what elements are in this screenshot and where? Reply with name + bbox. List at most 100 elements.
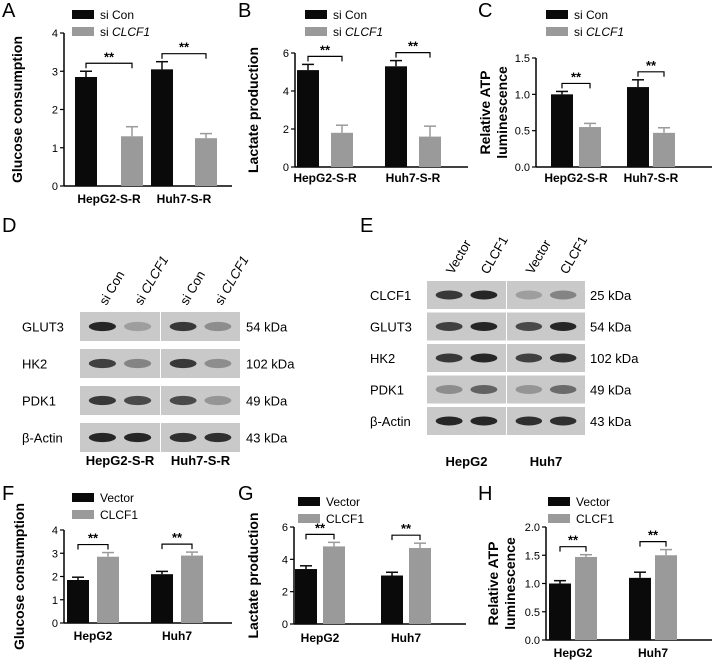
bar-si-con — [551, 94, 573, 167]
blot-band — [169, 358, 197, 369]
bar-si-clcf1 — [121, 136, 143, 186]
blot-band — [549, 416, 577, 426]
y-tick-label: 0.0 — [525, 635, 540, 647]
blot-group-label: Huh7-S-R — [171, 453, 231, 468]
blot-band — [88, 358, 116, 369]
blot-band — [549, 290, 577, 300]
bar-si-con — [75, 76, 97, 186]
y-tick-label: 0.0 — [515, 162, 530, 174]
panel-letter-d: D — [2, 215, 16, 237]
bar-vector — [295, 569, 317, 624]
category-label: Huh7-S-R — [386, 171, 441, 185]
chart-g: 0 2 4 6 Lactate production ** HepG2 ** Huh7 Vecto… — [245, 495, 466, 645]
y-tick-label: 2 — [282, 587, 288, 599]
panel-letter-f: F — [2, 483, 14, 505]
legend-swatch — [548, 497, 570, 506]
y-tick-label: 4 — [52, 28, 58, 40]
blot-band — [515, 385, 543, 394]
legend-label: Vector — [100, 491, 134, 505]
legend-swatch — [72, 10, 94, 19]
bar-clcf1 — [97, 556, 119, 623]
western-blot-d: GLUT3 54 kDa HK2 102 kDa PDK1 49 kDa β-Actin 43… — [22, 253, 295, 468]
blot-row-label: β-Actin — [370, 414, 411, 429]
sig-label: ** — [408, 39, 419, 54]
panel-letter-c: C — [478, 0, 492, 22]
y-tick-label: 1.5 — [515, 53, 530, 65]
bar-clcf1 — [323, 546, 345, 624]
legend-label: Vector — [576, 495, 610, 509]
bar-si-clcf1 — [653, 132, 675, 167]
blot-band — [88, 432, 116, 443]
blot-size-label: 49 kDa — [246, 394, 288, 409]
blot-band — [204, 432, 232, 443]
legend-label: si Con — [333, 8, 367, 22]
y-tick-label: 6 — [283, 48, 289, 60]
bar-clcf1 — [181, 555, 203, 623]
bar-si-con — [627, 87, 649, 167]
legend-swatch — [305, 27, 327, 36]
blot-band — [515, 290, 543, 300]
y-tick-label: 3 — [52, 548, 58, 560]
blot-row-label: HK2 — [370, 351, 395, 366]
western-blot-e: CLCF1 25 kDa GLUT3 54 kDa HK2 102 kDa PDK1 49 k… — [370, 233, 639, 469]
blot-band — [204, 395, 232, 406]
y-tick-label: 1 — [52, 595, 58, 607]
blot-band — [204, 321, 232, 332]
legend-label: si Con — [100, 8, 134, 22]
bar-vector — [67, 579, 89, 623]
y-tick-label: 1.0 — [525, 579, 540, 591]
sig-bracket — [637, 71, 665, 77]
category-label: Huh7 — [391, 631, 421, 645]
sig-label: ** — [88, 531, 99, 546]
category-label: Huh7-S-R — [157, 192, 212, 206]
category-label: HepG2-S-R — [77, 192, 141, 206]
blot-band — [124, 321, 152, 332]
legend-swatch — [305, 10, 327, 19]
blot-band — [124, 432, 152, 443]
y-tick-label: 1 — [52, 143, 58, 155]
sig-label: ** — [568, 533, 579, 548]
blot-band — [435, 322, 463, 331]
blot-row-label: GLUT3 — [22, 320, 64, 335]
category-label: Huh7-S-R — [624, 171, 679, 185]
category-label: Huh7 — [638, 646, 668, 660]
bar-si-con — [385, 66, 407, 167]
bar-vector — [549, 583, 571, 640]
y-tick-label: 4 — [283, 86, 289, 98]
y-axis-label: Relative ATPluminescence — [485, 537, 518, 630]
sig-label: ** — [315, 520, 326, 535]
blot-row-label: GLUT3 — [370, 320, 412, 335]
y-tick-label: 0 — [283, 162, 289, 174]
legend-swatch — [546, 10, 568, 19]
panel-letter-e: E — [360, 215, 373, 237]
legend-label: si Con — [574, 8, 608, 22]
blot-band — [435, 416, 463, 426]
sig-bracket — [639, 541, 667, 547]
y-tick-label: 2.0 — [525, 522, 540, 534]
blot-lane-label: CLCF1 — [477, 233, 511, 276]
blot-band — [204, 358, 232, 369]
blot-lane-label: si CLCF1 — [211, 253, 251, 307]
bar-clcf1 — [575, 556, 597, 640]
blot-band — [435, 290, 463, 300]
blot-row-label: HK2 — [22, 357, 47, 372]
blot-band — [124, 358, 152, 369]
blot-size-label: 54 kDa — [246, 320, 288, 335]
legend-label: CLCF1 — [100, 508, 138, 522]
legend-label: si CLCF1 — [100, 25, 150, 39]
chart-a: 0 1 2 3 4 Glucose consumption ** HepG2-S-R ** Huh… — [9, 8, 232, 206]
legend-swatch — [298, 514, 320, 523]
blot-band — [549, 322, 577, 331]
y-tick-label: 0.5 — [515, 126, 530, 138]
y-axis-label: Glucose consumption — [9, 36, 25, 183]
sig-label: ** — [179, 40, 190, 55]
blot-lane-label: si Con — [96, 268, 127, 307]
bar-si-clcf1 — [419, 136, 441, 167]
y-tick-label: 0 — [282, 619, 288, 631]
blot-row-label: β-Actin — [22, 431, 63, 446]
blot-strip — [507, 281, 585, 309]
legend-label: si CLCF1 — [333, 25, 383, 39]
bar-si-clcf1 — [331, 132, 353, 167]
sig-label: ** — [320, 42, 331, 57]
bar-clcf1 — [655, 555, 677, 640]
